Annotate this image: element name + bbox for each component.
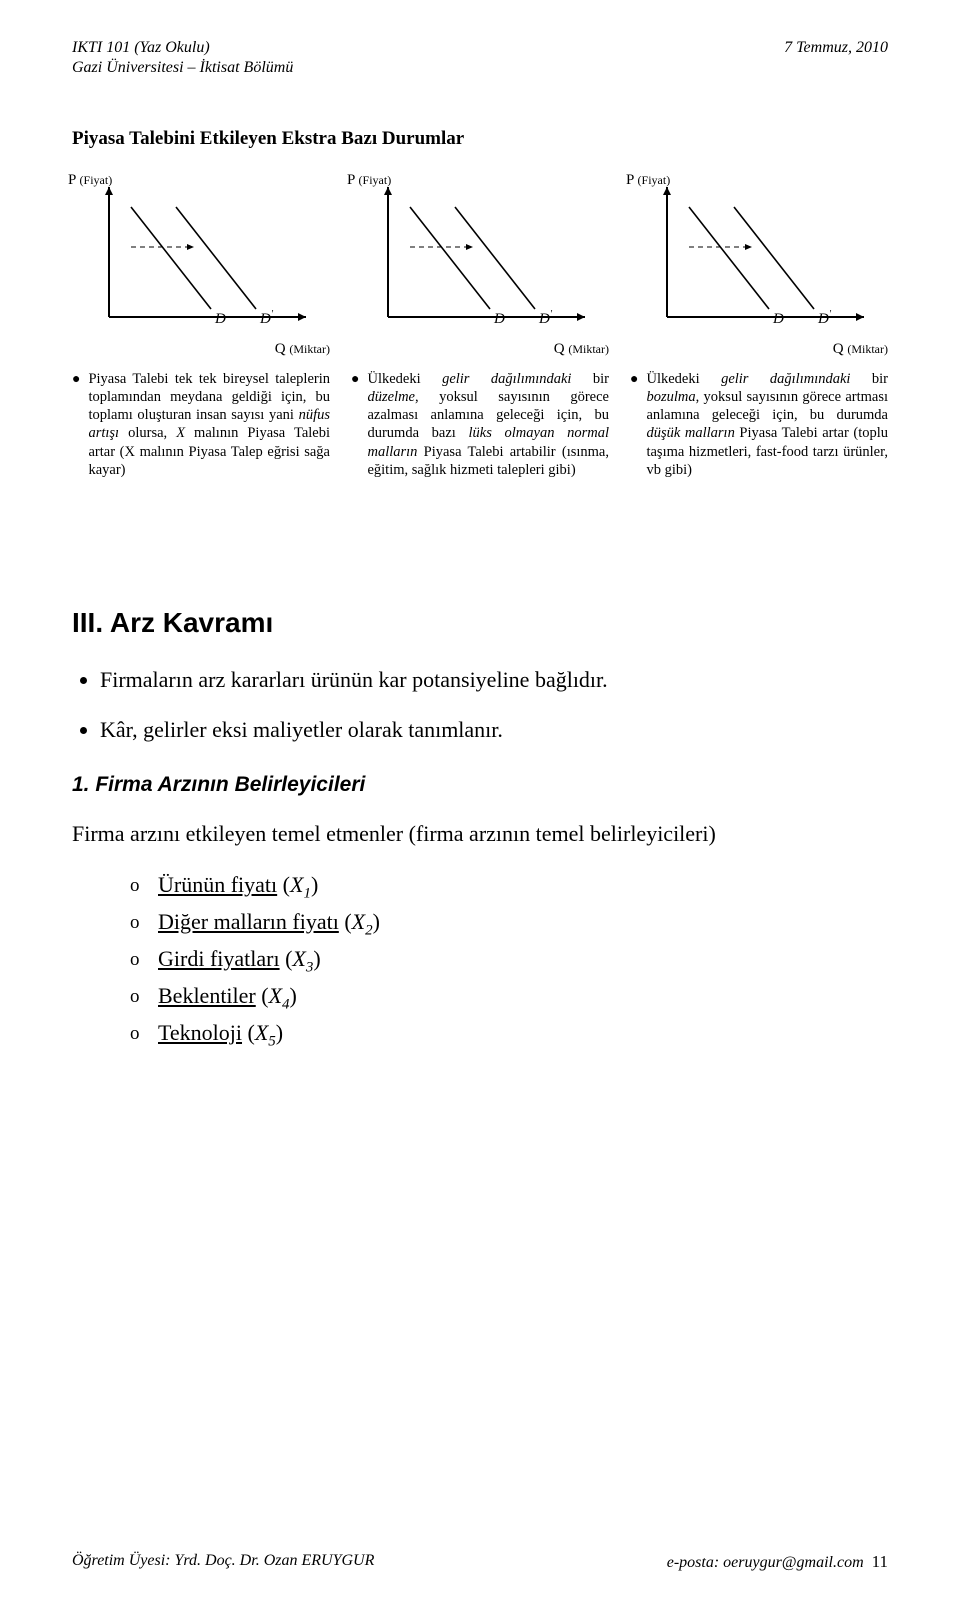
- chart-wrap: P (Fiyat): [72, 172, 330, 358]
- description-1: ● Piyasa Talebi tek tek bireysel taleple…: [72, 370, 330, 479]
- sub-item: Beklentiler (X4): [158, 979, 888, 1016]
- page-header: IKTI 101 (Yaz Okulu) Gazi Üniversitesi –…: [72, 38, 888, 78]
- bullet-dot-icon: ●: [351, 371, 359, 479]
- description-text: Piyasa Talebi tek tek bireysel talepleri…: [88, 370, 330, 479]
- svg-text:D′: D′: [259, 309, 274, 327]
- top-bullets: Firmaların arz kararları ürünün kar pota…: [72, 663, 888, 747]
- body-paragraph: Firma arzını etkileyen temel etmenler (f…: [72, 817, 888, 850]
- sub-item: Teknoloji (X5): [158, 1016, 888, 1053]
- svg-text:D′: D′: [817, 309, 832, 327]
- charts-row: P (Fiyat): [72, 172, 888, 358]
- chart-wrap: P (Fiyat) D D′: [351, 172, 609, 358]
- header-left: IKTI 101 (Yaz Okulu) Gazi Üniversitesi –…: [72, 38, 293, 78]
- bullet-item: Firmaların arz kararları ürünün kar pota…: [100, 663, 888, 697]
- svg-text:D: D: [493, 311, 505, 327]
- header-right-line1: 7 Temmuz, 2010: [784, 38, 888, 58]
- svg-text:D: D: [772, 311, 784, 327]
- header-right: 7 Temmuz, 2010: [784, 38, 888, 78]
- page-number: 11: [872, 1552, 888, 1571]
- chart-x-label: Q (Miktar): [833, 341, 888, 358]
- subheading-firma-arzi: 1. Firma Arzının Belirleyicileri: [72, 773, 888, 797]
- description-2: ● Ülkedeki gelir dağılımındaki bir düzel…: [351, 370, 609, 479]
- sub-item: Girdi fiyatları (X3): [158, 942, 888, 979]
- chart-cell-3: P (Fiyat) D D′: [630, 172, 888, 358]
- sub-item: Ürünün fiyatı (X1): [158, 868, 888, 905]
- description-3: ● Ülkedeki gelir dağılımındaki bir bozul…: [630, 370, 888, 479]
- svg-text:D′: D′: [538, 309, 553, 327]
- page: IKTI 101 (Yaz Okulu) Gazi Üniversitesi –…: [0, 0, 960, 1604]
- page-footer: Öğretim Üyesi: Yrd. Doç. Dr. Ozan ERUYGU…: [72, 1552, 888, 1572]
- demand-chart: D D′: [370, 187, 590, 337]
- svg-text:D: D: [214, 311, 226, 327]
- chart-cell-1: P (Fiyat): [72, 172, 330, 358]
- description-text: Ülkedeki gelir dağılımındaki bir düzelme…: [367, 370, 609, 479]
- bullet-dot-icon: ●: [72, 371, 80, 479]
- header-left-line1: IKTI 101 (Yaz Okulu): [72, 38, 293, 58]
- demand-chart: D D′: [91, 187, 311, 337]
- demand-chart: D D′: [649, 187, 869, 337]
- sub-item: Diğer malların fiyatı (X2): [158, 905, 888, 942]
- description-text: Ülkedeki gelir dağılımındaki bir bozulma…: [646, 370, 888, 479]
- chart-x-label: Q (Miktar): [275, 341, 330, 358]
- chart-cell-2: P (Fiyat) D D′: [351, 172, 609, 358]
- sub-o-list: Ürünün fiyatı (X1) Diğer malların fiyatı…: [72, 868, 888, 1052]
- section-title: Piyasa Talebini Etkileyen Ekstra Bazı Du…: [72, 128, 888, 150]
- header-left-line2: Gazi Üniversitesi – İktisat Bölümü: [72, 58, 293, 78]
- chart-x-label: Q (Miktar): [554, 341, 609, 358]
- bullet-dot-icon: ●: [630, 371, 638, 479]
- heading-arz-kavrami: III. Arz Kavramı: [72, 607, 888, 639]
- descriptions-row: ● Piyasa Talebi tek tek bireysel taleple…: [72, 370, 888, 479]
- footer-left: Öğretim Üyesi: Yrd. Doç. Dr. Ozan ERUYGU…: [72, 1552, 374, 1572]
- chart-wrap: P (Fiyat) D D′: [630, 172, 888, 358]
- bullet-item: Kâr, gelirler eksi maliyetler olarak tan…: [100, 713, 888, 747]
- footer-right: e-posta: oeruygur@gmail.com 11: [667, 1552, 888, 1572]
